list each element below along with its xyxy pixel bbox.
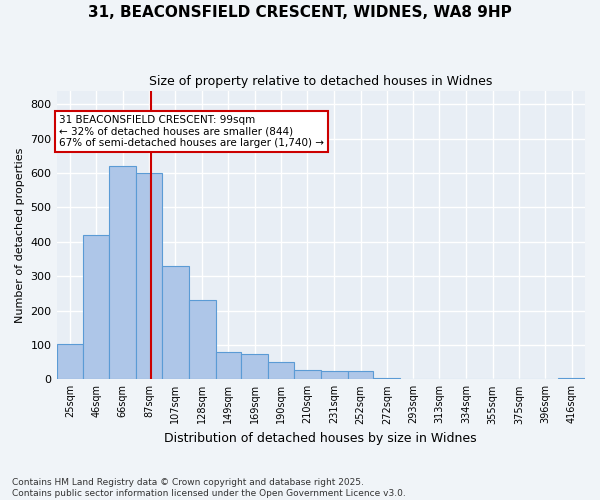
Bar (373, 378, 400, 380)
Bar (215, 352, 241, 380)
Bar (188, 300, 215, 380)
Y-axis label: Number of detached properties: Number of detached properties (15, 147, 25, 322)
Bar (558, 378, 585, 380)
Bar (241, 354, 268, 380)
Title: Size of property relative to detached houses in Widnes: Size of property relative to detached ho… (149, 75, 493, 88)
Bar (348, 372, 373, 380)
Text: 31 BEACONSFIELD CRESCENT: 99sqm
← 32% of detached houses are smaller (844)
67% o: 31 BEACONSFIELD CRESCENT: 99sqm ← 32% of… (59, 115, 324, 148)
Bar (109, 166, 136, 380)
Bar (321, 372, 348, 380)
X-axis label: Distribution of detached houses by size in Widnes: Distribution of detached houses by size … (164, 432, 477, 445)
Bar (268, 362, 294, 380)
Bar (136, 173, 162, 380)
Text: 31, BEACONSFIELD CRESCENT, WIDNES, WA8 9HP: 31, BEACONSFIELD CRESCENT, WIDNES, WA8 9… (88, 5, 512, 20)
Text: Contains HM Land Registry data © Crown copyright and database right 2025.
Contai: Contains HM Land Registry data © Crown c… (12, 478, 406, 498)
Bar (294, 370, 321, 380)
Bar (162, 266, 188, 380)
Bar (83, 235, 109, 380)
Bar (56, 344, 83, 380)
